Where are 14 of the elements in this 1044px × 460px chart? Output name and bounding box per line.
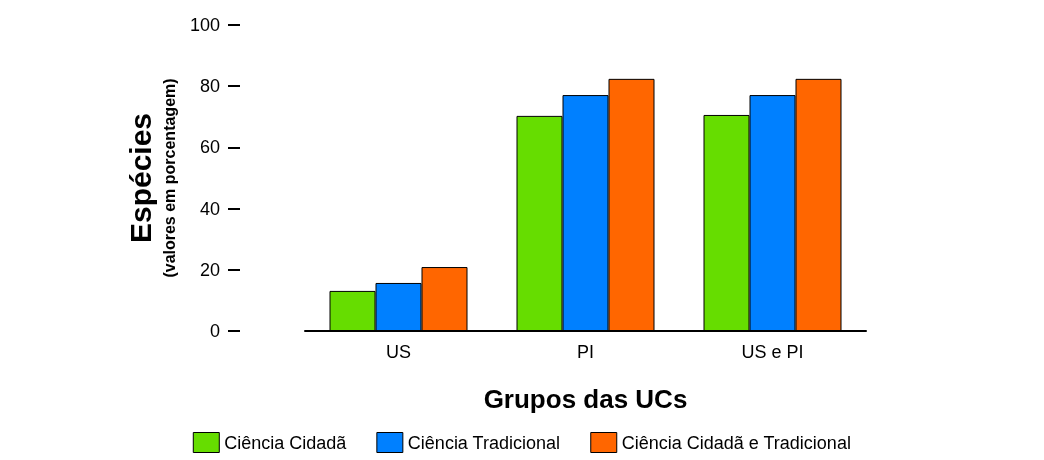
y-axis-title: Espécies (valores em porcentagem) <box>123 78 178 278</box>
y-tick-label: 0 <box>209 321 220 341</box>
legend-label: Ciência Cidadã e Tradicional <box>621 432 851 453</box>
x-axis-title: Grupos das UCs <box>483 384 688 414</box>
x-tick-label: PI <box>576 342 595 362</box>
y-tick-label: 60 <box>199 137 220 158</box>
legend-label: Ciência Tradicional <box>407 432 560 453</box>
x-tick-label: US <box>385 342 412 362</box>
y-tick-label: 20 <box>199 259 220 280</box>
y-tick-label: 80 <box>199 76 220 97</box>
y-tick-label: 40 <box>199 198 220 219</box>
y-tick-label: 100 <box>189 15 220 35</box>
x-tick-label: US e PI <box>741 342 804 362</box>
legend-label: Ciência Cidadã <box>224 432 348 453</box>
